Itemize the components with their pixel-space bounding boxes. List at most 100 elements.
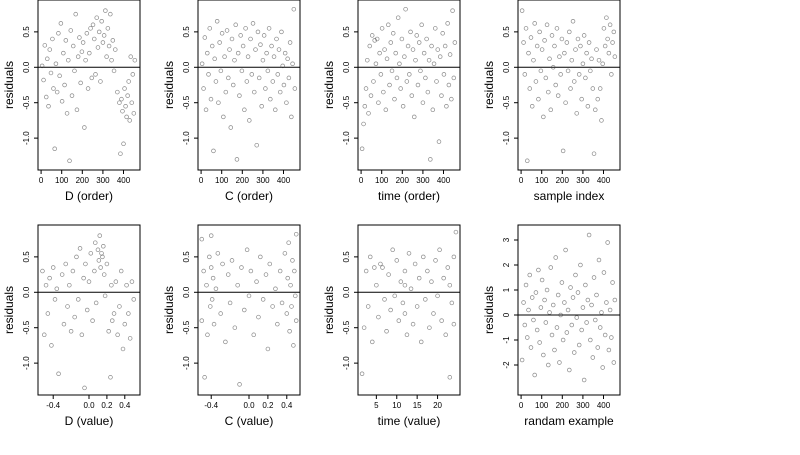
data-point [217, 40, 222, 45]
data-point [45, 56, 50, 62]
x-tick-label: 200 [396, 176, 410, 185]
data-point [232, 325, 238, 330]
x-tick-label: 200 [236, 176, 250, 185]
data-point [449, 96, 454, 102]
data-point [115, 89, 120, 95]
data-point [208, 96, 214, 102]
y-tick-label: 0.5 [182, 26, 191, 38]
data-point [402, 311, 408, 316]
data-point [392, 293, 397, 299]
data-point [264, 50, 269, 56]
data-point [572, 350, 577, 355]
data-point [386, 272, 391, 277]
data-point [374, 36, 380, 42]
data-point [225, 272, 231, 277]
panel-1: 0 100 200 300 400 -1.0 -0.5 0.0 0.5 D (order) resi… [2, 0, 141, 203]
data-point [574, 111, 579, 116]
data-point [266, 26, 272, 31]
y-tick-label: 0.5 [342, 26, 351, 38]
y-tick-label: 1 [502, 287, 511, 292]
data-point [609, 335, 614, 340]
x-tick-label: 400 [277, 176, 291, 185]
data-point [426, 57, 432, 63]
data-point [408, 286, 414, 292]
data-point [588, 68, 593, 74]
x-tick-label: 100 [535, 176, 549, 185]
y-tick-label: -0.5 [22, 320, 31, 334]
data-point [546, 89, 551, 95]
data-point [522, 322, 528, 328]
data-point [398, 279, 404, 284]
data-point [77, 246, 83, 251]
data-point [126, 311, 131, 316]
data-point [291, 343, 296, 348]
data-point [256, 314, 261, 320]
y-tick-label: -1.0 [22, 356, 31, 370]
data-point [560, 337, 566, 343]
y-tick-label: 0.0 [502, 61, 511, 73]
x-tick-label: 0 [39, 176, 44, 185]
data-point [40, 268, 45, 274]
data-point [290, 61, 295, 66]
data-point [42, 43, 48, 48]
data-point [573, 47, 578, 52]
data-point [521, 300, 526, 305]
data-point [39, 63, 45, 69]
data-point [57, 73, 62, 79]
data-point [285, 56, 290, 62]
y-tick-label: 0.5 [22, 251, 31, 263]
data-point [519, 8, 525, 13]
data-point [123, 103, 128, 109]
data-point [367, 43, 372, 49]
data-point [64, 111, 70, 116]
data-point [287, 329, 292, 334]
x-tick-label: 300 [256, 176, 270, 185]
data-point [536, 96, 541, 102]
data-point [363, 268, 369, 274]
y-axis-label: residuals [162, 61, 176, 109]
data-point [293, 231, 299, 237]
data-point [379, 26, 385, 31]
x-axis-label: C (value) [225, 414, 274, 428]
data-point [286, 240, 291, 245]
data-point [581, 377, 587, 383]
data-point [52, 146, 57, 152]
data-point [576, 72, 582, 77]
data-point [568, 86, 573, 91]
data-point [130, 72, 136, 77]
data-point [252, 89, 257, 95]
data-point [86, 279, 92, 284]
data-point [63, 261, 68, 267]
data-point [538, 68, 544, 74]
data-point [122, 321, 128, 327]
data-point [420, 100, 426, 105]
data-point [419, 22, 424, 28]
data-point [265, 68, 271, 74]
data-point [48, 70, 54, 76]
y-tick-label: -0.5 [342, 95, 351, 109]
data-point [291, 6, 297, 12]
data-point [416, 40, 422, 45]
data-point [528, 345, 534, 350]
plot-frame [37, 0, 141, 171]
data-point [70, 43, 76, 49]
data-point [431, 311, 436, 316]
data-point [569, 57, 575, 63]
data-point [218, 311, 223, 316]
data-point [409, 93, 415, 98]
data-point [389, 68, 395, 74]
data-point [359, 146, 365, 152]
plot-frame [357, 0, 461, 171]
data-point [444, 103, 449, 109]
data-point [258, 42, 263, 47]
data-point [600, 61, 605, 66]
data-point [560, 148, 566, 154]
x-axis-label: D (value) [65, 414, 114, 428]
data-point [549, 332, 555, 338]
data-point [584, 320, 589, 325]
data-point [402, 54, 407, 59]
data-point [67, 282, 72, 288]
data-point [110, 38, 116, 43]
data-point [585, 297, 591, 303]
x-tick-label: 200 [556, 401, 570, 410]
